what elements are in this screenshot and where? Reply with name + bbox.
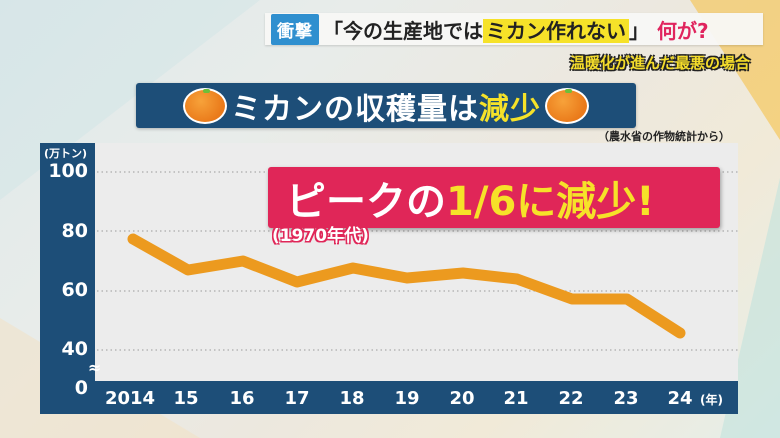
y-axis-unit: (万トン) <box>44 147 88 160</box>
quote-highlight: ミカン作れない <box>483 18 629 43</box>
subheadline: 温暖化が進んだ最悪の場合 <box>569 54 750 72</box>
x-tick: 16 <box>229 388 255 409</box>
x-tick: 15 <box>173 388 199 409</box>
y-tick-40: 40 <box>61 338 88 360</box>
x-tick: 18 <box>339 388 365 409</box>
x-tick: 2014 <box>104 388 156 409</box>
data-source: （農水省の作物統計から） <box>598 130 730 143</box>
title-accent: 減少 <box>479 91 541 127</box>
x-axis-unit: (年) <box>700 393 723 407</box>
x-tick: 19 <box>394 388 420 409</box>
headline-quote: 「今の生産地では ミカン作れない」 <box>323 15 649 44</box>
callout-yellow-text: 1/6に減少! <box>446 178 655 225</box>
y-tick-60: 60 <box>61 279 88 301</box>
quote-close: 」 <box>629 18 649 43</box>
x-tick: 20 <box>449 388 475 409</box>
y-tick-80: 80 <box>61 220 88 242</box>
x-tick: 21 <box>503 388 529 409</box>
headline-question: 何が? <box>657 18 709 43</box>
headline-tag: 衝撃 <box>271 13 319 45</box>
title-main: ミカンの収穫量は <box>231 91 479 127</box>
callout-white-text: ピークの <box>286 178 446 225</box>
x-tick: 23 <box>613 388 639 409</box>
quote-open: 「今の生産地では <box>323 18 483 43</box>
mandarin-orange-icon <box>183 87 227 124</box>
y-tick-100: 100 <box>48 160 88 182</box>
chart-title: ミカンの収穫量は減少 <box>231 84 541 128</box>
x-tick: 17 <box>284 388 310 409</box>
mandarin-orange-icon <box>545 87 589 124</box>
x-tick: 24 <box>667 388 693 409</box>
chart-title-banner: ミカンの収穫量は減少 <box>136 83 636 128</box>
x-tick: 22 <box>558 388 584 409</box>
y-tick-0: 0 <box>74 377 88 399</box>
axis-break-icon: ≈ <box>88 358 102 377</box>
callout-peak-era: (1970年代) <box>272 226 369 246</box>
headline-bar: 衝撃 「今の生産地では ミカン作れない」 何が? <box>265 13 763 45</box>
peak-callout: ピークの 1/6に減少! <box>268 167 720 228</box>
